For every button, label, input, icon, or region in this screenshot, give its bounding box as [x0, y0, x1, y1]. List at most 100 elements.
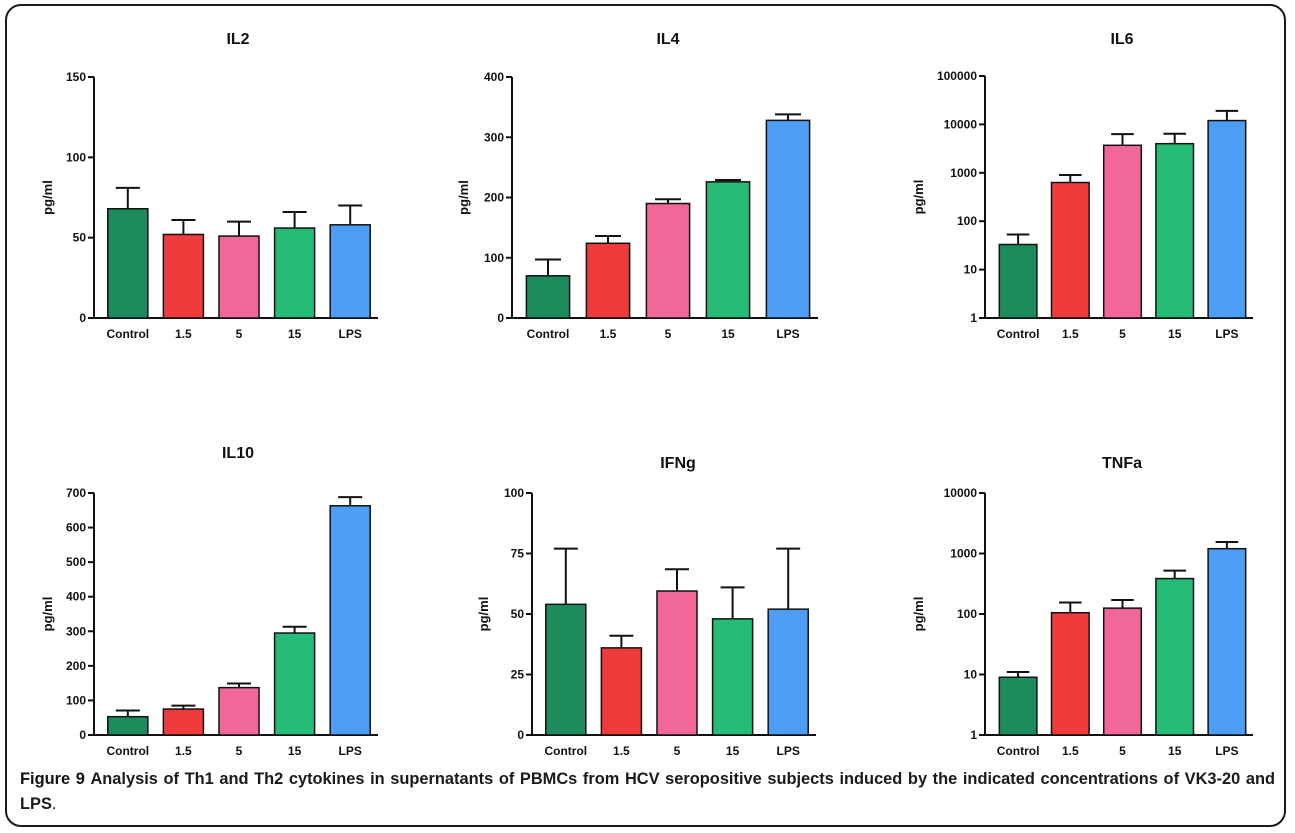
x-tick-label: Control [106, 327, 149, 341]
bar-1-5 [1050, 611, 1090, 736]
chart-panel-tnfa: TNFa pg/ml 1 10 100 1000 10000 Control 1.5 5 15 LPS [911, 455, 1253, 758]
y-tick-label: 100 [957, 607, 977, 621]
y-tick-label: 10000 [944, 117, 978, 131]
x-tick-label: 15 [1168, 744, 1182, 758]
y-tick-label: 75 [511, 547, 525, 561]
bar-15 [1155, 142, 1195, 319]
x-tick-label: 15 [726, 744, 740, 758]
y-tick-label: 200 [66, 659, 86, 673]
x-tick-label: 15 [1168, 327, 1182, 341]
bar-lps [329, 224, 371, 319]
y-tick-label: 1000 [950, 547, 977, 561]
bar-lps [1207, 119, 1247, 319]
chart-panel-il10: IL10 pg/ml 0 100 200 300 400 500 600 700 Control 1.… [40, 445, 378, 758]
chart-title: IL6 [1110, 31, 1133, 48]
chart-panel-il2: IL2 pg/ml 0 50 100 150 Control 1.5 5 15 LPS [40, 31, 378, 341]
y-tick-label: 100 [484, 251, 504, 265]
y-tick-label: 10 [964, 668, 978, 682]
y-tick-label: 1000 [950, 166, 977, 180]
bar-1-5 [585, 242, 631, 319]
y-tick-label: 100 [66, 693, 86, 707]
x-tick-label: 1.5 [1062, 744, 1079, 758]
x-tick-label: 5 [674, 744, 681, 758]
caption-text: Analysis of Th1 and Th2 cytokines in sup… [20, 770, 1275, 813]
bar-control [545, 603, 587, 736]
x-tick-label: 15 [288, 327, 302, 341]
y-tick-label: 700 [66, 486, 86, 500]
x-tick-label: LPS [1215, 744, 1238, 758]
bar-control [107, 207, 149, 319]
y-tick-label: 50 [511, 607, 525, 621]
chart-panel-il4: IL4 pg/ml 0 100 200 300 400 Control 1.5 5 15 LPS [456, 31, 818, 341]
y-tick-label: 0 [79, 728, 86, 742]
chart-title: IL2 [226, 31, 249, 48]
y-tick-label: 1 [970, 728, 977, 742]
y-tick-label: 100 [957, 214, 977, 228]
y-tick-label: 150 [66, 70, 86, 84]
x-tick-label: 1.5 [175, 327, 192, 341]
caption-label: Figure 9 [20, 770, 85, 788]
bar-15 [273, 632, 316, 736]
y-tick-label: 200 [484, 191, 504, 205]
y-axis-label: pg/ml [476, 597, 491, 632]
bar-15 [705, 181, 751, 319]
y-tick-label: 300 [484, 130, 504, 144]
y-tick-label: 0 [79, 311, 86, 325]
y-tick-label: 600 [66, 521, 86, 535]
x-tick-label: Control [544, 744, 587, 758]
bar-control [998, 676, 1038, 736]
figure-caption: Figure 9 Analysis of Th1 and Th2 cytokin… [20, 767, 1275, 817]
bar-15 [1155, 577, 1195, 736]
y-tick-label: 100 [504, 486, 524, 500]
bar-lps [329, 505, 371, 736]
bar-control [998, 243, 1038, 319]
bar-15 [273, 227, 316, 319]
x-tick-label: 5 [236, 744, 243, 758]
bar-5 [218, 235, 260, 319]
y-tick-label: 400 [484, 70, 504, 84]
chart-panel-il6: IL6 pg/ml 1 10 100 1000 10000 100000 Control 1.5 5… [911, 31, 1253, 341]
x-tick-label: Control [997, 744, 1040, 758]
y-tick-label: 10000 [944, 486, 978, 500]
y-axis-label: pg/ml [40, 180, 55, 215]
x-tick-label: LPS [1215, 327, 1238, 341]
chart-panel-ifng: IFNg pg/ml 0 25 50 75 100 Control 1.5 5 15 LPS [476, 455, 816, 758]
y-tick-label: 400 [66, 590, 86, 604]
chart-title: IFNg [660, 455, 696, 472]
bar-5 [645, 202, 691, 319]
bar-lps [1207, 547, 1247, 736]
x-tick-label: 1.5 [600, 327, 617, 341]
bar-control [107, 715, 149, 736]
y-tick-label: 25 [511, 668, 525, 682]
y-tick-label: 0 [497, 311, 504, 325]
x-tick-label: 15 [721, 327, 735, 341]
bar-control [525, 275, 571, 319]
x-tick-label: Control [106, 744, 149, 758]
chart-title: IL10 [222, 445, 254, 462]
y-axis-label: pg/ml [911, 597, 926, 632]
y-tick-label: 100000 [937, 69, 977, 83]
y-tick-label: 500 [66, 555, 86, 569]
y-tick-label: 10 [964, 263, 978, 277]
y-tick-label: 50 [73, 231, 87, 245]
bar-15 [711, 618, 754, 736]
x-tick-label: 5 [665, 327, 672, 341]
x-tick-label: Control [527, 327, 570, 341]
y-tick-label: 1 [970, 311, 977, 325]
bar-1-5 [1050, 181, 1090, 319]
x-tick-label: LPS [339, 744, 362, 758]
bar-lps [765, 119, 811, 319]
x-tick-label: LPS [339, 327, 362, 341]
x-tick-label: Control [997, 327, 1040, 341]
x-tick-label: 1.5 [613, 744, 630, 758]
y-axis-label: pg/ml [40, 597, 55, 632]
y-tick-label: 300 [66, 624, 86, 638]
bar-5 [1102, 144, 1143, 319]
bar-5 [1102, 607, 1143, 736]
x-tick-label: 15 [288, 744, 302, 758]
x-tick-label: 1.5 [175, 744, 192, 758]
bar-1-5 [600, 647, 643, 736]
y-axis-label: pg/ml [456, 180, 471, 215]
bar-5 [218, 686, 260, 736]
